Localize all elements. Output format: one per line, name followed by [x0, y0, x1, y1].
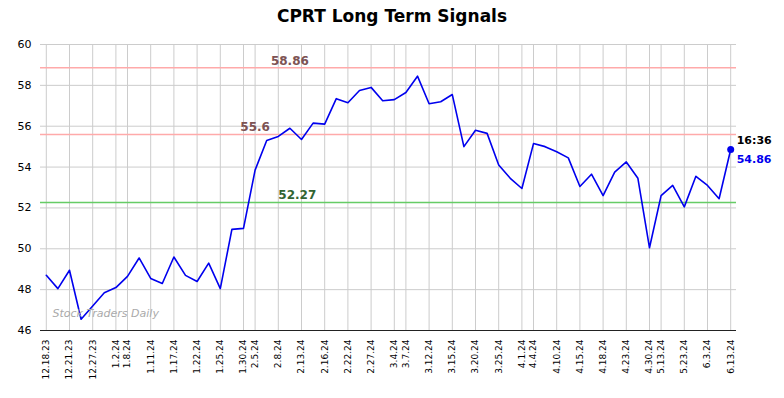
svg-text:12.21.23: 12.21.23: [64, 340, 74, 380]
svg-text:55.6: 55.6: [240, 120, 270, 134]
svg-text:1.30.24: 1.30.24: [238, 339, 248, 374]
svg-text:4.15.24: 4.15.24: [575, 339, 585, 374]
svg-text:52: 52: [18, 201, 32, 214]
svg-text:1.17.24: 1.17.24: [169, 339, 179, 374]
svg-text:1.8.24: 1.8.24: [122, 339, 132, 368]
svg-text:60: 60: [18, 38, 32, 51]
svg-text:54.86: 54.86: [737, 153, 772, 166]
svg-text:3.4.24: 3.4.24: [389, 339, 399, 368]
svg-text:2.8.24: 2.8.24: [273, 339, 283, 368]
svg-text:2.5.24: 2.5.24: [250, 339, 260, 368]
svg-text:1.11.24: 1.11.24: [146, 339, 156, 374]
svg-text:2.22.24: 2.22.24: [343, 339, 353, 374]
svg-text:46: 46: [18, 324, 32, 337]
svg-text:4.4.24: 4.4.24: [528, 339, 538, 368]
svg-text:5.23.24: 5.23.24: [679, 339, 689, 374]
svg-text:1.2.24: 1.2.24: [111, 339, 121, 368]
svg-text:3.25.24: 3.25.24: [494, 339, 504, 374]
svg-text:58.86: 58.86: [271, 54, 309, 68]
svg-text:4.18.24: 4.18.24: [598, 339, 608, 374]
svg-text:54: 54: [18, 161, 32, 174]
html-text:CPRT Long Term Signals: CPRT Long Term Signals: [276, 6, 508, 26]
svg-text:4.23.24: 4.23.24: [621, 339, 631, 374]
svg-text:6.3.24: 6.3.24: [702, 339, 712, 368]
svg-text:3.12.24: 3.12.24: [424, 339, 434, 374]
svg-text:48: 48: [18, 283, 32, 296]
svg-text:4.1.24: 4.1.24: [517, 339, 527, 368]
svg-text:5.13.24: 5.13.24: [656, 339, 666, 374]
svg-text:6.13.24: 6.13.24: [726, 339, 736, 374]
svg-text:4.10.24: 4.10.24: [552, 339, 562, 374]
svg-text:56: 56: [18, 120, 32, 133]
svg-text:Stock Traders Daily: Stock Traders Daily: [53, 307, 160, 320]
svg-text:1.22.24: 1.22.24: [192, 339, 202, 374]
svg-text:58: 58: [18, 79, 32, 92]
svg-text:12.27.23: 12.27.23: [88, 340, 98, 380]
svg-text:1.25.24: 1.25.24: [215, 339, 225, 374]
svg-text:3.7.24: 3.7.24: [401, 339, 411, 368]
svg-text:2.13.24: 2.13.24: [296, 339, 306, 374]
svg-text:12.18.23: 12.18.23: [41, 340, 51, 380]
svg-text:3.20.24: 3.20.24: [470, 339, 480, 374]
svg-text:52.27: 52.27: [278, 188, 316, 202]
svg-text:16:36: 16:36: [737, 134, 772, 147]
svg-text:4.30.24: 4.30.24: [644, 339, 654, 374]
svg-text:3.15.24: 3.15.24: [447, 339, 457, 374]
svg-text:2.27.24: 2.27.24: [366, 339, 376, 374]
svg-text:2.16.24: 2.16.24: [320, 339, 330, 374]
svg-text:50: 50: [18, 242, 32, 255]
